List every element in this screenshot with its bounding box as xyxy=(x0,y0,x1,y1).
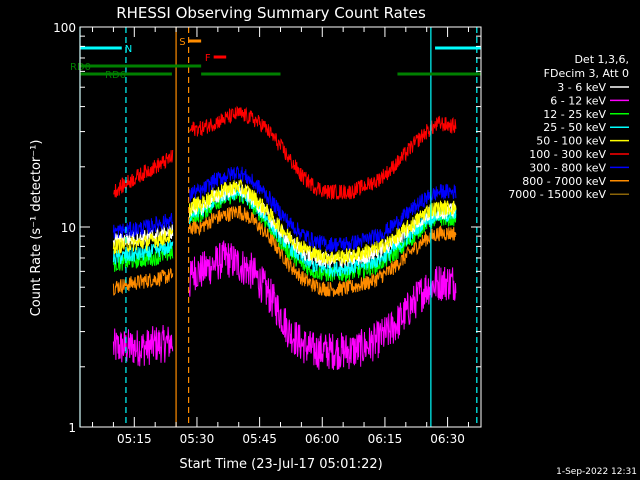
legend-entry-3-6-kev: 3 - 6 keV xyxy=(557,81,606,94)
state-label-n: N xyxy=(125,44,132,55)
state-label-s: S xyxy=(179,37,185,48)
legend-entry-800-7000-kev: 800 - 7000 keV xyxy=(522,175,606,188)
chart-title: RHESSI Observing Summary Count Rates xyxy=(116,4,426,22)
axis-layer: 05:15 05:30 05:45 06:00 06:15 06:30 1 10 100 xyxy=(53,21,481,446)
legend-entry-12-25-kev: 12 - 25 keV xyxy=(543,108,606,121)
state-layer: N S F RD0 RD6 xyxy=(70,37,481,81)
series-trace-800-7000-kev xyxy=(112,205,457,297)
series-trace-100-300-kev xyxy=(113,105,457,200)
x-tick-label: 05:45 xyxy=(242,432,277,446)
legend-entry-7000-15000-kev: 7000 - 15000 keV xyxy=(508,188,606,201)
legend-entry-25-50-kev: 25 - 50 keV xyxy=(543,121,606,134)
y-tick-label: 1 xyxy=(68,421,76,435)
state-label-f: F xyxy=(205,53,211,64)
legend-entry-100-300-kev: 100 - 300 keV xyxy=(529,148,606,161)
y-axis-label: Count Rate (s⁻¹ detector⁻¹) xyxy=(29,140,44,317)
x-axis-label: Start Time (23-Jul-17 05:01:22) xyxy=(179,457,382,472)
legend-header-line-2: FDecim 3, Att 0 xyxy=(544,67,629,80)
y-tick-label: 100 xyxy=(53,21,76,35)
data-layer xyxy=(112,105,457,370)
x-tick-label: 06:30 xyxy=(430,432,465,446)
series-trace-6-12-kev xyxy=(112,240,457,370)
x-tick-label: 05:30 xyxy=(180,432,215,446)
series-trace-300-800-kev xyxy=(112,166,457,253)
legend-entry-50-100-kev: 50 - 100 keV xyxy=(536,135,606,148)
state-label-rd0: RD0 xyxy=(70,62,91,73)
legend-entry-6-12-kev: 6 - 12 keV xyxy=(550,94,606,107)
footer-timestamp: 1-Sep-2022 12:31 xyxy=(556,467,637,477)
x-tick-label: 06:15 xyxy=(368,432,403,446)
x-tick-label: 05:15 xyxy=(117,432,152,446)
series-trace-50-100-kev xyxy=(112,177,457,265)
state-label-rd6: RD6 xyxy=(105,70,126,81)
y-tick-label: 10 xyxy=(61,221,76,235)
x-tick-label: 06:00 xyxy=(305,432,340,446)
legend-header-line-1: Det 1,3,6, xyxy=(574,53,629,66)
legend-entry-300-800-kev: 300 - 800 keV xyxy=(529,161,606,174)
